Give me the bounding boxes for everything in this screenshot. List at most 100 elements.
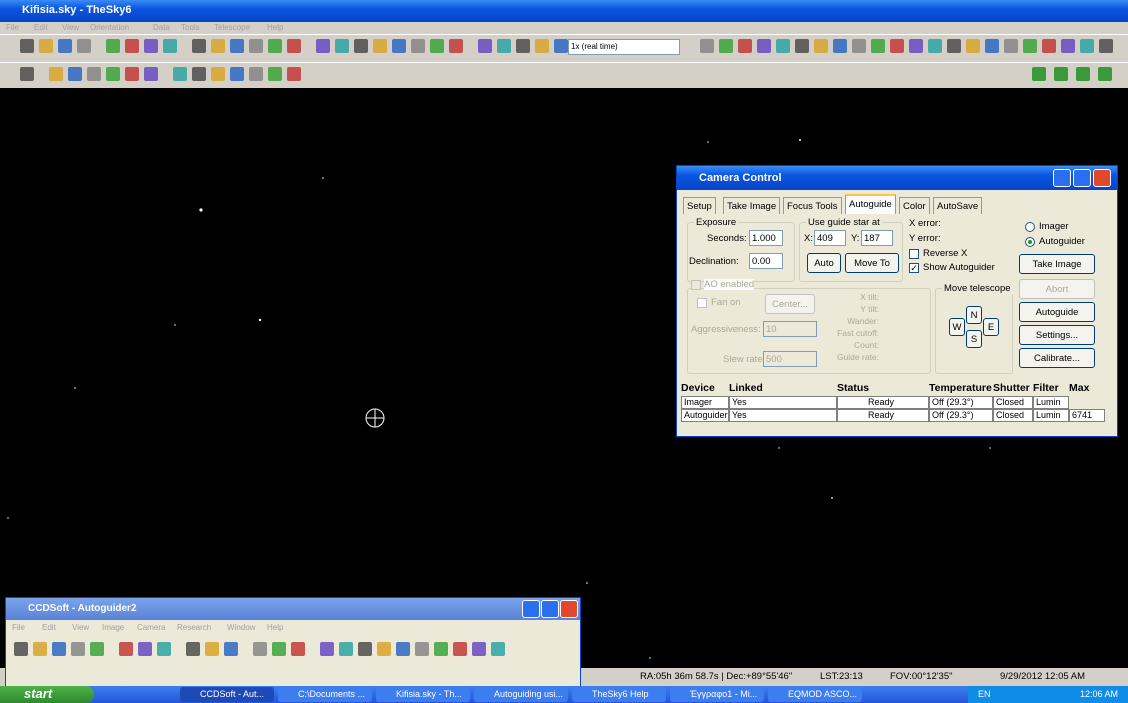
toolbar-button[interactable] (434, 642, 448, 656)
task-button[interactable]: EQMOD ASCO... (768, 687, 862, 702)
menu-item[interactable]: Tools (181, 23, 200, 32)
toolbar-button[interactable] (90, 642, 104, 656)
tab[interactable]: AutoSave (933, 197, 983, 214)
toolbar-button[interactable] (1023, 39, 1037, 53)
toolbar-button[interactable] (253, 642, 267, 656)
menu-item[interactable]: View (62, 23, 80, 32)
toolbar-button[interactable] (1061, 39, 1075, 53)
toolbar-button[interactable] (472, 642, 486, 656)
toolbar-button[interactable] (358, 642, 372, 656)
toolbar-button[interactable] (795, 39, 809, 53)
toolbar-button[interactable] (491, 642, 505, 656)
toolbar-button[interactable] (249, 39, 263, 53)
tab[interactable]: Focus Tools (783, 197, 842, 214)
toolbar-button[interactable] (1098, 67, 1112, 81)
menu-item[interactable]: Window (227, 623, 256, 632)
menu-item[interactable]: Orientation (90, 23, 130, 32)
toolbar-button[interactable] (320, 642, 334, 656)
menu-item[interactable]: Image (102, 623, 125, 632)
maximize[interactable] (541, 600, 559, 618)
toolbar-button[interactable] (554, 39, 568, 53)
toolbar-button[interactable] (985, 39, 999, 53)
toolbar-button[interactable] (20, 39, 34, 53)
center-button[interactable]: Center... (765, 294, 815, 314)
toolbar-button[interactable] (700, 39, 714, 53)
direction-button[interactable]: S (966, 330, 982, 348)
aggressiveness-field[interactable]: 10 (763, 321, 817, 337)
toolbar-button[interactable] (287, 67, 301, 81)
toolbar-button[interactable] (852, 39, 866, 53)
toolbar-button[interactable] (396, 642, 410, 656)
y-field[interactable]: 187 (861, 230, 893, 246)
toolbar-button[interactable] (890, 39, 904, 53)
ao-checkbox[interactable] (691, 280, 701, 290)
button[interactable]: Autoguide (1019, 302, 1095, 322)
menu-item[interactable]: Edit (42, 623, 56, 632)
toolbar-button[interactable] (516, 39, 530, 53)
task-button[interactable]: Kifisia.sky - Th... (376, 687, 470, 702)
toolbar-button[interactable] (373, 39, 387, 53)
toolbar-button[interactable] (106, 39, 120, 53)
toolbar-button[interactable] (1054, 67, 1068, 81)
task-button[interactable]: Autoguiding usi... (474, 687, 568, 702)
toolbar-button[interactable] (77, 39, 91, 53)
toolbar-button[interactable] (33, 642, 47, 656)
task-button[interactable]: CCDSoft - Aut... (180, 687, 274, 702)
toolbar-button[interactable] (125, 67, 139, 81)
toolbar-button[interactable] (1076, 67, 1090, 81)
toolbar-button[interactable] (497, 39, 511, 53)
x-field[interactable]: 409 (814, 230, 846, 246)
toolbar-button[interactable] (316, 39, 330, 53)
slew-rate-field[interactable]: 500 (763, 351, 817, 367)
toolbar-button[interactable] (173, 67, 187, 81)
menu-item[interactable]: Research (177, 623, 212, 632)
toolbar-button[interactable] (966, 39, 980, 53)
direction-button[interactable]: N (966, 306, 982, 324)
toolbar-button[interactable] (268, 67, 282, 81)
toolbar-button[interactable] (335, 39, 349, 53)
toolbar-button[interactable] (719, 39, 733, 53)
menu-item[interactable]: Help (267, 23, 284, 32)
checkbox[interactable]: ✓ (909, 263, 919, 273)
button[interactable]: Abort (1019, 279, 1095, 299)
declination-field[interactable]: 0.00 (749, 253, 783, 269)
toolbar-button[interactable] (1099, 39, 1113, 53)
toolbar-button[interactable] (415, 642, 429, 656)
radio[interactable] (1025, 222, 1035, 232)
toolbar-button[interactable] (411, 39, 425, 53)
task-button[interactable]: TheSky6 Help (572, 687, 666, 702)
tab[interactable]: Setup (683, 197, 716, 214)
button[interactable]: Settings... (1019, 325, 1095, 345)
time-scale-dropdown[interactable]: 1x (real time) (568, 39, 680, 55)
button[interactable]: Take Image (1019, 254, 1095, 274)
toolbar-button[interactable] (272, 642, 286, 656)
menu-item[interactable]: Telescope (214, 23, 251, 32)
toolbar-button[interactable] (1042, 39, 1056, 53)
button[interactable]: Calibrate... (1019, 348, 1095, 368)
toolbar-button[interactable] (87, 67, 101, 81)
start-button[interactable]: start (0, 686, 94, 703)
toolbar-button[interactable] (119, 642, 133, 656)
toolbar-button[interactable] (268, 39, 282, 53)
toolbar-button[interactable] (535, 39, 549, 53)
menu-item[interactable]: Data (153, 23, 170, 32)
toolbar-button[interactable] (1032, 67, 1046, 81)
toolbar-button[interactable] (249, 67, 263, 81)
toolbar-button[interactable] (224, 642, 238, 656)
checkbox[interactable] (697, 298, 707, 308)
menu-item[interactable]: Edit (34, 23, 48, 32)
toolbar-button[interactable] (478, 39, 492, 53)
toolbar-button[interactable] (814, 39, 828, 53)
tab[interactable]: Take Image (723, 197, 781, 214)
toolbar-button[interactable] (71, 642, 85, 656)
tab[interactable]: Color (899, 197, 930, 214)
minimize[interactable] (1053, 169, 1071, 187)
menu-item[interactable]: Camera (137, 623, 166, 632)
toolbar-button[interactable] (205, 642, 219, 656)
toolbar-button[interactable] (1080, 39, 1094, 53)
toolbar-button[interactable] (14, 642, 28, 656)
toolbar-button[interactable] (39, 39, 53, 53)
toolbar-button[interactable] (291, 642, 305, 656)
toolbar-button[interactable] (1004, 39, 1018, 53)
toolbar-button[interactable] (186, 642, 200, 656)
